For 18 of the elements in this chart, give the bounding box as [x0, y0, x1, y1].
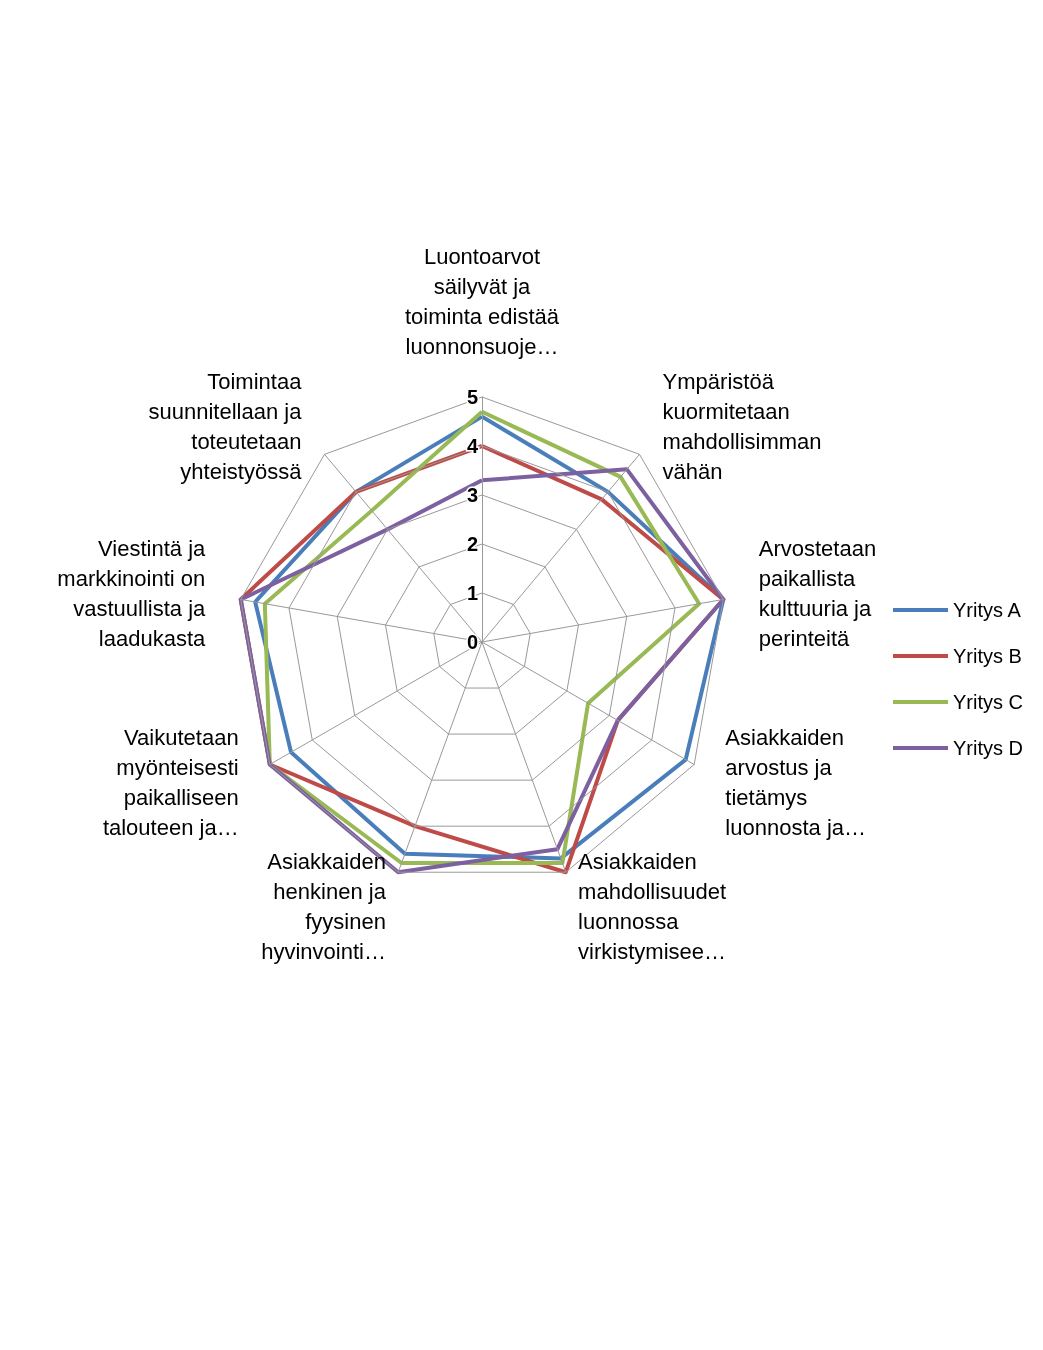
spoke-label: Luontoarvot säilyvät ja toiminta edistää luonnonsuoje… [404, 243, 560, 359]
spoke-label: Arvostetaan paikallista kulttuuria ja perinteitä [758, 535, 877, 651]
spoke-label: Asiakkaiden mahdollisuudet luonnossa virkistymisee… [578, 848, 727, 964]
spoke-label: Asiakkaiden henkinen ja fyysinen hyvinvointi… [261, 848, 387, 964]
legend-label: Yritys D [953, 737, 1023, 759]
y-tick-label: 0 [466, 631, 478, 653]
spoke-label: Vaikutetaan myönteisesti paikalliseen talouteen ja… [102, 725, 239, 840]
y-tick-label: 5 [466, 386, 478, 408]
legend-label: Yritys B [953, 645, 1022, 667]
spoke-label: Ympäristöä kuormitetaan mahdollisimman vähän [662, 369, 822, 485]
spoke-label: Viestintä ja markkinointi on vastuullista ja laadukasta [57, 535, 207, 651]
y-tick-label: 2 [466, 533, 478, 555]
y-tick-label: 3 [466, 484, 478, 506]
legend-label: Yritys C [953, 691, 1023, 713]
y-tick-label: 1 [466, 582, 478, 604]
legend-label: Yritys A [953, 599, 1022, 621]
spoke-label: Toimintaa suunnitellaan ja toteutetaan yhteistyössä [148, 369, 303, 485]
spoke-label: Asiakkaiden arvostus ja tietämys luonnosta ja… [725, 725, 867, 840]
